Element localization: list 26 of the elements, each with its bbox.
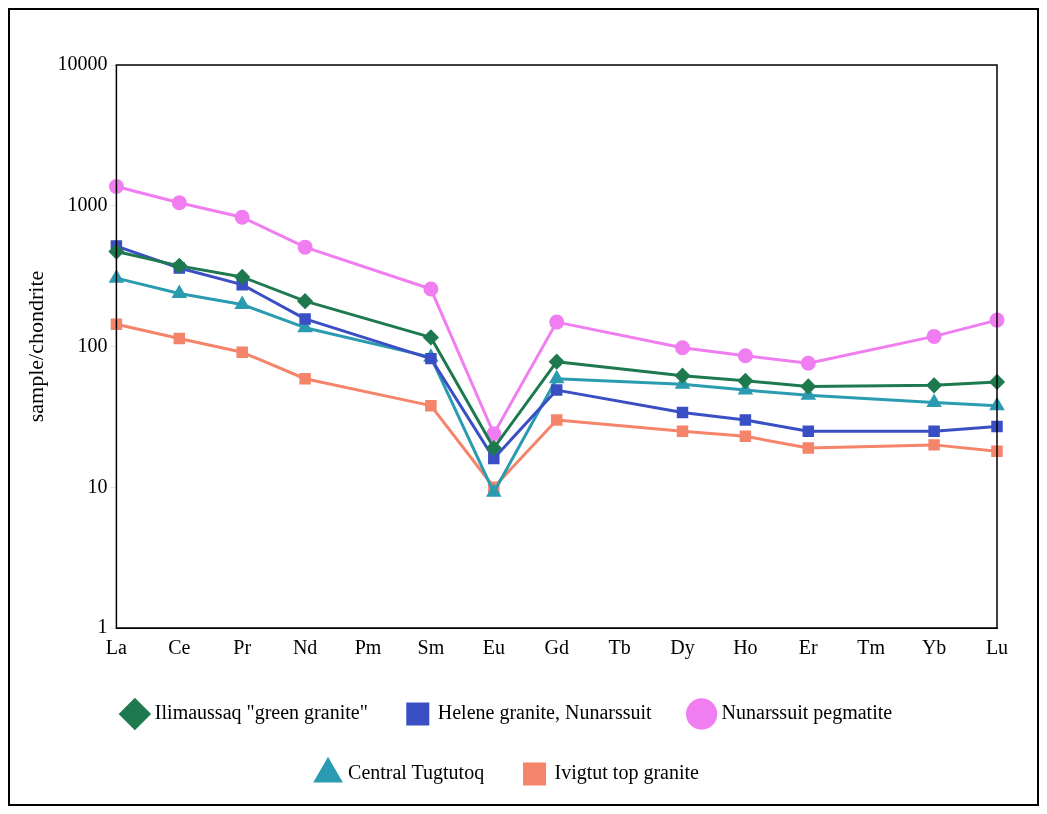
x-tick-label: Lu	[985, 636, 1009, 659]
x-tick-label: Er	[798, 636, 819, 659]
x-tick-label: Pm	[354, 636, 382, 659]
y-tick-label: 10000	[57, 52, 108, 75]
x-tick-label: Gd	[544, 636, 569, 659]
x-tick-label: Ho	[733, 636, 758, 659]
x-tick-label: La	[105, 636, 128, 659]
x-tick-label: Tm	[857, 636, 886, 659]
x-tick-label: Sm	[417, 636, 445, 659]
legend-label: Helene granite, Nunarssuit	[437, 701, 653, 725]
x-tick-label: Nd	[292, 636, 318, 659]
x-tick-label: Yb	[921, 636, 947, 659]
legend-label: Ivigtut top granite	[554, 761, 700, 785]
x-tick-label: Tb	[608, 636, 631, 659]
x-tick-label: Ce	[168, 636, 191, 659]
x-tick-label: Eu	[482, 636, 505, 659]
y-tick-label: 1	[97, 615, 108, 638]
legend-label: Nunarssuit pegmatite	[721, 701, 893, 725]
legend-label: Ilimaussaq "green granite"	[154, 701, 368, 725]
y-tick-label: 10	[87, 474, 108, 497]
y-tick-label: 100	[77, 333, 108, 356]
legend-label: Central Tugtutoq	[348, 761, 485, 785]
y-tick-label: 1000	[67, 193, 108, 215]
x-tick-label: Pr	[233, 636, 252, 659]
y-axis-title: sample/chondrite	[22, 270, 48, 423]
x-tick-label: Dy	[670, 636, 695, 660]
